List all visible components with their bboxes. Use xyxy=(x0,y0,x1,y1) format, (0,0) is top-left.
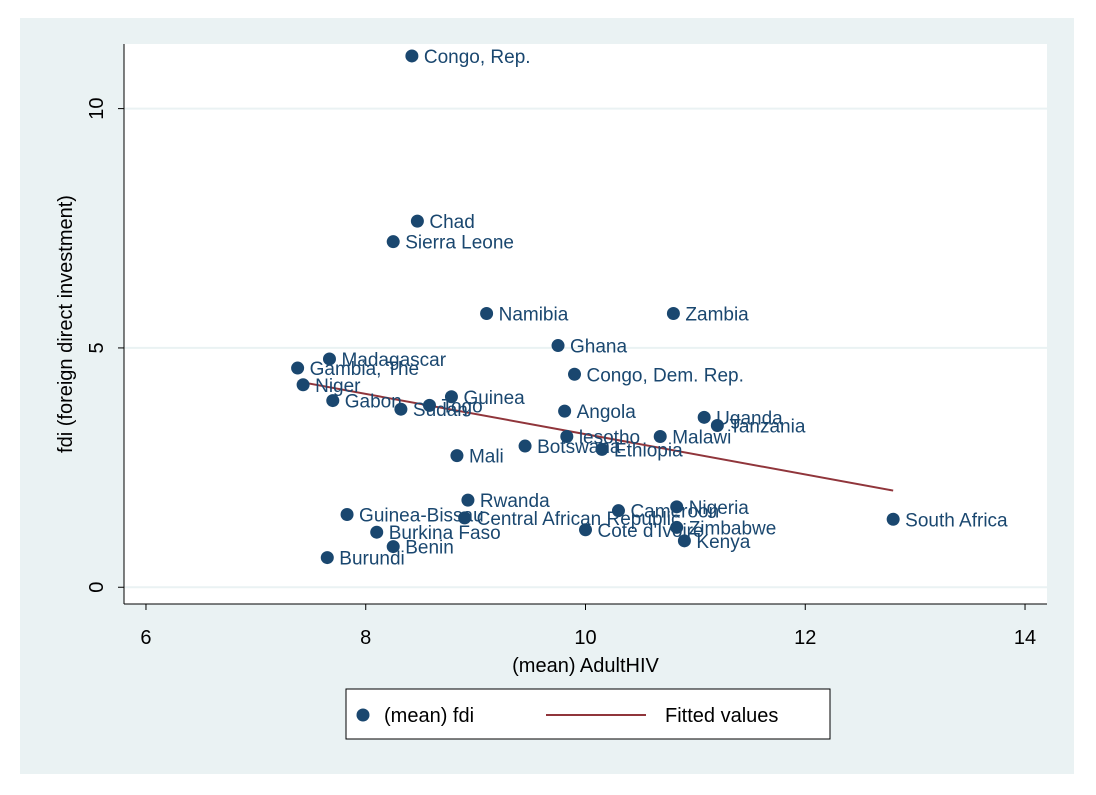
data-point xyxy=(670,520,684,534)
data-point xyxy=(558,404,572,418)
data-point xyxy=(410,214,424,228)
y-tick-label: 0 xyxy=(86,582,108,593)
data-point xyxy=(291,361,305,375)
data-point-label: Congo, Rep. xyxy=(424,47,531,68)
legend-marker-scatter xyxy=(356,708,370,722)
x-axis-title: (mean) AdultHIV xyxy=(512,655,659,677)
plot-area xyxy=(124,44,1047,604)
data-point xyxy=(320,551,334,565)
data-point-label: Sudan xyxy=(413,400,468,421)
x-tick-label: 12 xyxy=(794,627,816,649)
data-point xyxy=(444,390,458,404)
data-point-label: Zimbabwe xyxy=(689,518,777,539)
data-point xyxy=(710,418,724,432)
data-point-label: Madagascar xyxy=(341,350,446,371)
data-point-label: Mali xyxy=(469,447,504,468)
data-point xyxy=(422,398,436,412)
legend-label-fitted: Fitted values xyxy=(665,705,778,727)
fitted-line xyxy=(297,380,894,492)
data-point-label: Malawi xyxy=(672,427,731,448)
y-tick-label: 10 xyxy=(86,97,108,119)
data-point-label: Angola xyxy=(577,402,637,423)
data-point-label: Ethiopia xyxy=(614,440,683,461)
legend-label-scatter: (mean) fdi xyxy=(384,705,474,727)
data-point-label: Tanzania xyxy=(729,416,805,437)
data-point-label: Gambia, The xyxy=(310,359,419,380)
data-point xyxy=(370,525,384,539)
data-point-label: Zambia xyxy=(685,304,749,325)
data-point xyxy=(568,367,582,381)
data-point xyxy=(340,507,354,521)
data-point xyxy=(579,523,592,537)
data-point xyxy=(394,402,408,416)
data-point xyxy=(386,235,400,249)
data-point-label: Sierra Leone xyxy=(405,233,514,254)
data-point xyxy=(551,339,565,353)
x-tick-label: 10 xyxy=(574,627,596,649)
data-point xyxy=(480,306,494,320)
data-point-label: Cote d'Ivoire xyxy=(598,521,704,542)
data-point-label: lesotho xyxy=(579,427,640,448)
data-point-label: Niger xyxy=(315,376,361,397)
data-point-label: Namibia xyxy=(499,304,569,325)
data-point xyxy=(653,429,667,443)
data-point-label: Kenya xyxy=(696,532,750,553)
data-point-label: South Africa xyxy=(905,510,1008,531)
data-point xyxy=(697,410,711,424)
data-point xyxy=(518,439,532,453)
data-point xyxy=(461,493,475,507)
data-point-label: Botswana xyxy=(537,437,621,458)
data-point xyxy=(886,512,900,526)
data-point-label: Benin xyxy=(405,538,454,559)
x-tick-label: 14 xyxy=(1014,627,1036,649)
data-point-label: Burkina Faso xyxy=(389,523,501,544)
data-point-label: Nigeria xyxy=(689,498,750,519)
data-point-label: Uganda xyxy=(716,408,783,429)
data-point-label: Chad xyxy=(429,212,474,233)
data-point xyxy=(450,449,464,463)
x-tick-label: 8 xyxy=(360,627,371,649)
data-point xyxy=(670,500,684,514)
data-point-label: Gabon xyxy=(345,392,402,413)
y-tick-label: 5 xyxy=(86,342,108,353)
data-point xyxy=(458,511,472,525)
data-point-label: Togo xyxy=(441,396,482,417)
data-point xyxy=(560,429,574,443)
data-point-label: Ghana xyxy=(570,337,627,358)
data-point-label: Burundi xyxy=(339,549,405,570)
data-point xyxy=(296,378,310,392)
data-point xyxy=(386,540,400,554)
data-point xyxy=(677,534,691,548)
data-point xyxy=(666,306,680,320)
y-axis-title: fdi (foreign direct investment) xyxy=(55,195,77,453)
data-point xyxy=(405,49,419,63)
data-point-label: Central African Republic xyxy=(477,509,681,530)
data-point-label: Cameroon xyxy=(630,502,719,523)
data-point-label: Guinea-Bissau xyxy=(359,505,484,526)
data-point xyxy=(326,394,340,408)
data-point xyxy=(611,504,625,518)
data-point-label: Rwanda xyxy=(480,491,550,512)
data-point-label: Congo, Dem. Rep. xyxy=(587,365,744,386)
data-point xyxy=(595,442,609,456)
x-tick-label: 6 xyxy=(140,627,151,649)
data-point xyxy=(322,352,336,366)
data-point-label: Guinea xyxy=(463,388,525,409)
